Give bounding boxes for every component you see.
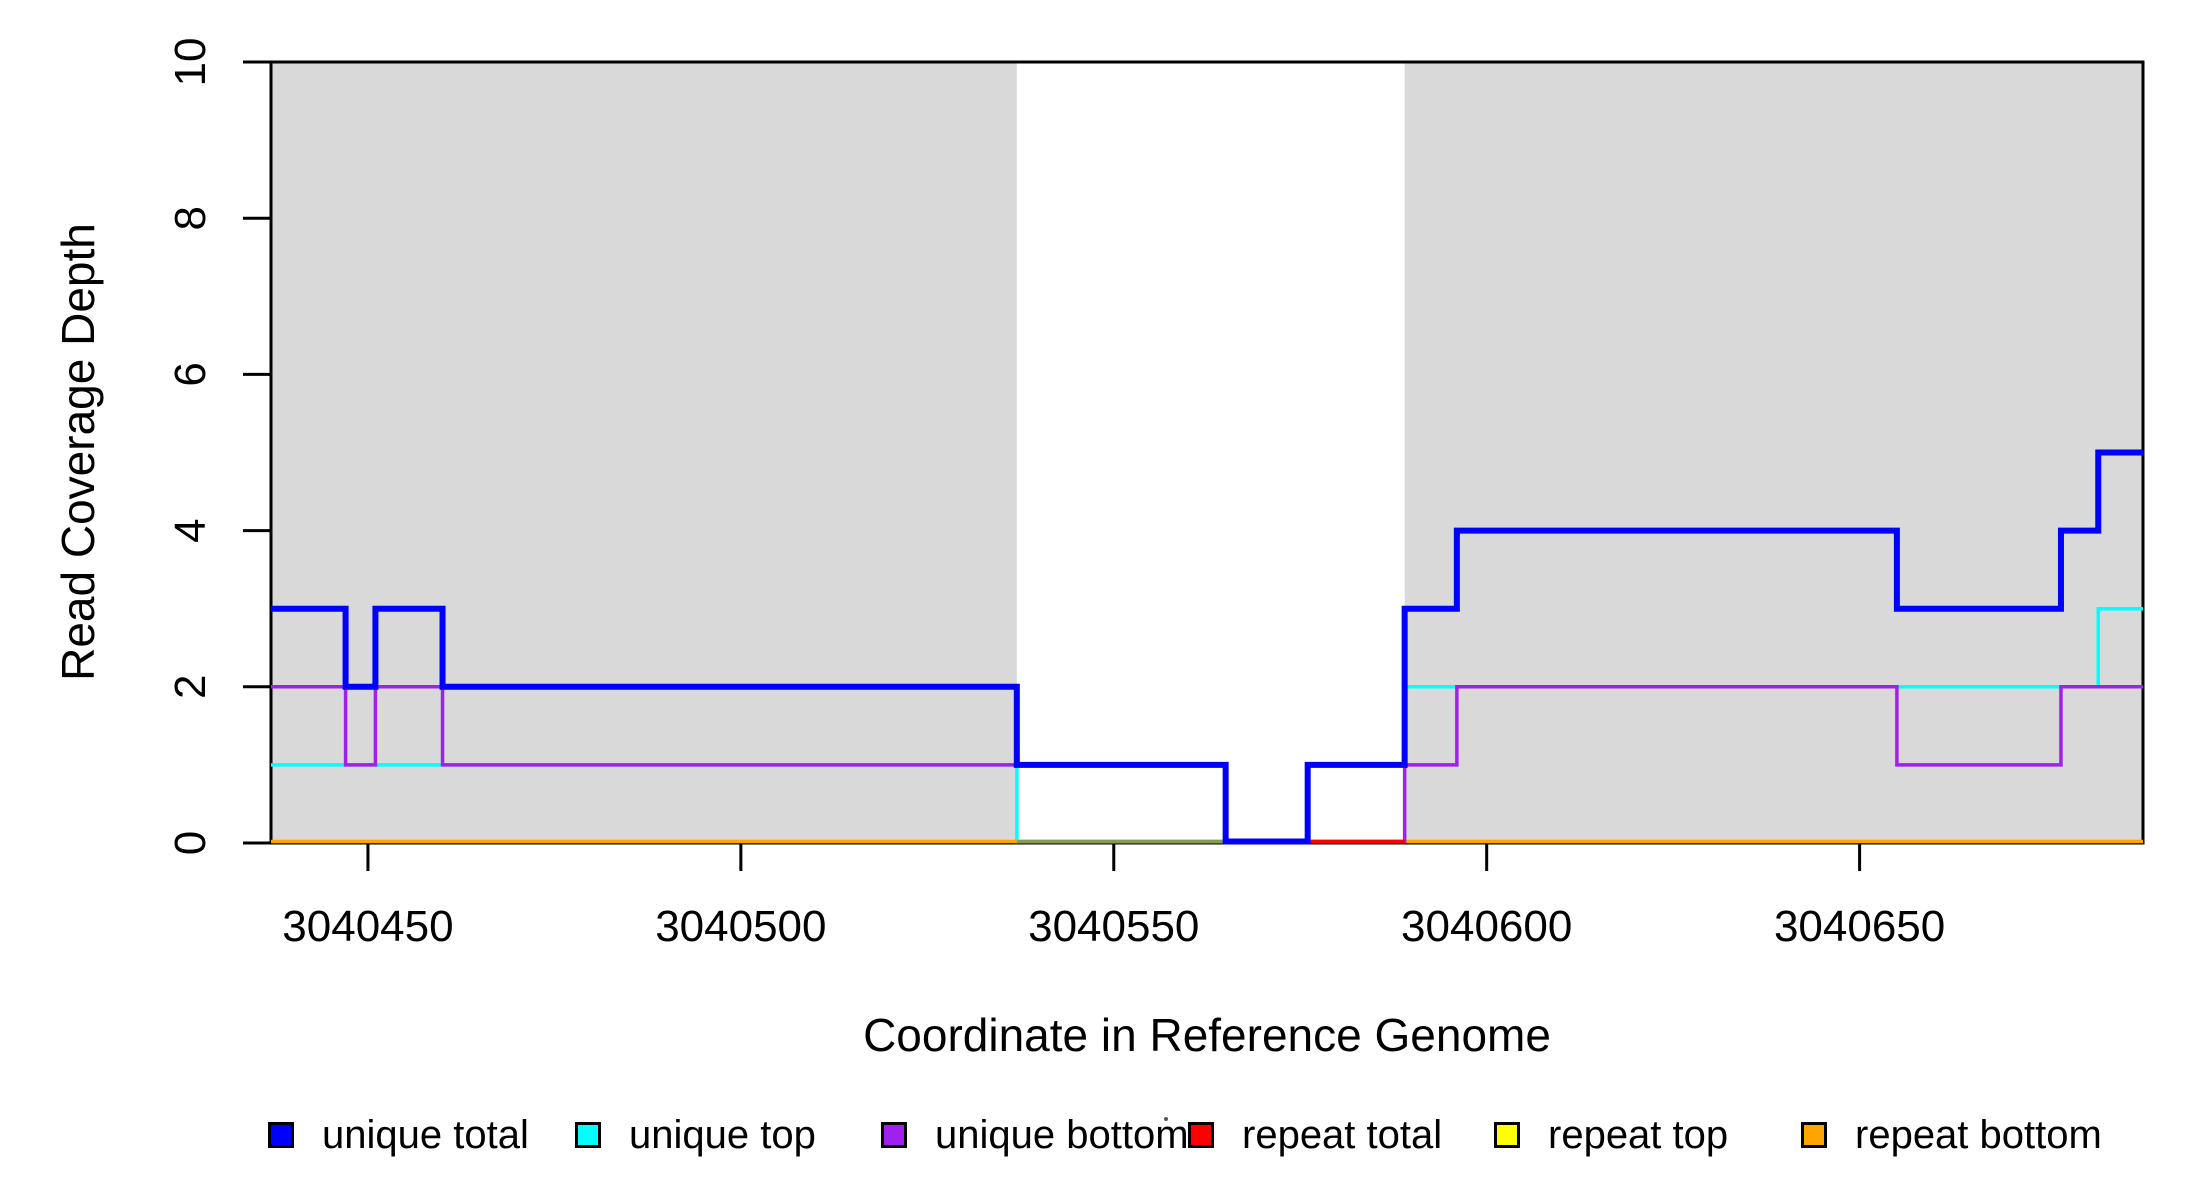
legend-swatch-repeat-total bbox=[1188, 1122, 1214, 1148]
legend-label: repeat bottom bbox=[1855, 1112, 2102, 1157]
legend-swatch-unique-top bbox=[575, 1122, 601, 1148]
y-tick-label: 0 bbox=[166, 831, 215, 855]
legend-swatch-unique-bottom bbox=[881, 1122, 907, 1148]
legend-label: repeat total bbox=[1242, 1112, 1443, 1157]
shaded-region bbox=[1404, 62, 2143, 843]
legend-item-unique-bottom: unique bottom bbox=[881, 1113, 1189, 1157]
legend-label: unique bottom bbox=[935, 1112, 1189, 1157]
legend-label: repeat top bbox=[1548, 1112, 1729, 1157]
y-axis-title: Read Coverage Depth bbox=[52, 223, 104, 681]
legend-swatch-repeat-bottom bbox=[1801, 1122, 1827, 1148]
legend-item-unique-top: unique top bbox=[575, 1113, 816, 1157]
x-axis-title: Coordinate in Reference Genome bbox=[863, 1009, 1551, 1061]
series-line-unique-total bbox=[271, 449, 2143, 845]
y-tick-label: 2 bbox=[166, 675, 215, 699]
y-tick-label: 10 bbox=[166, 38, 215, 87]
legend-item-repeat-bottom: repeat bottom bbox=[1801, 1113, 2102, 1157]
x-tick-label: 3040450 bbox=[282, 902, 453, 951]
x-tick-label: 3040550 bbox=[1028, 902, 1199, 951]
legend: unique total unique top unique bottom repea… bbox=[0, 0, 2200, 1157]
legend-item-repeat-top: repeat top bbox=[1494, 1113, 1728, 1157]
legend-swatch-unique-total bbox=[268, 1122, 294, 1148]
legend-artifact-dot bbox=[1164, 1117, 1168, 1121]
y-tick-label: 8 bbox=[166, 206, 215, 230]
legend-label: unique total bbox=[322, 1112, 529, 1157]
legend-item-repeat-total: repeat total bbox=[1188, 1113, 1442, 1157]
x-tick-label: 3040650 bbox=[1774, 902, 1945, 951]
x-tick-label: 3040600 bbox=[1401, 902, 1572, 951]
legend-item-unique-total: unique total bbox=[268, 1113, 529, 1157]
legend-label: unique top bbox=[629, 1112, 816, 1157]
legend-swatch-repeat-top bbox=[1494, 1122, 1520, 1148]
y-tick-label: 6 bbox=[166, 362, 215, 386]
shaded-region bbox=[271, 62, 1017, 843]
x-tick-label: 3040500 bbox=[655, 902, 826, 951]
y-tick-label: 4 bbox=[166, 518, 215, 542]
